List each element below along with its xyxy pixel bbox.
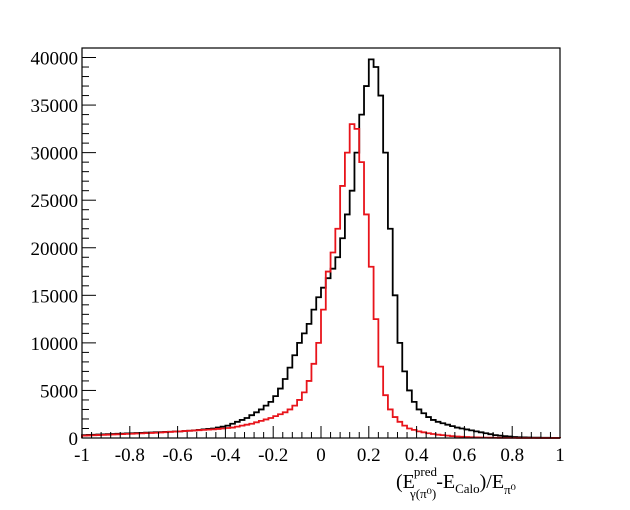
x-tick-label: 0.6 (453, 445, 477, 466)
x-tick-label: -1 (74, 445, 90, 466)
x-axis-title-sub2: Calo (455, 481, 480, 496)
x-tick-label: 0 (316, 445, 326, 466)
y-tick-label: 20000 (31, 239, 79, 260)
x-tick-label: -0.6 (163, 445, 193, 466)
x-axis-title-sub3: π⁰ (504, 482, 516, 497)
x-axis-title-sub: γ(π⁰) (409, 486, 436, 501)
x-tick-label: 1 (555, 445, 565, 466)
x-tick-label: -0.2 (258, 445, 288, 466)
y-tick-label: 0 (69, 429, 79, 450)
histogram-series-1 (81, 58, 561, 439)
x-tick-label: -0.4 (210, 445, 241, 466)
x-axis-title-open: (E (396, 471, 415, 493)
x-axis-title: (Epred γ(π⁰)-ECalo)/Eπ⁰ (396, 464, 516, 501)
x-tick-label: -0.8 (115, 445, 145, 466)
y-tick-label: 25000 (31, 191, 79, 212)
x-axis-title-close: )/E (480, 471, 504, 493)
y-tick-label: 40000 (31, 49, 79, 70)
tick-labels-layer: -1 -0.8 -0.6 -0.4 -0.2 0 0.2 0.4 0.6 0.8 1 0 5000 100… (31, 49, 565, 466)
ticks-layer (81, 57, 561, 439)
x-axis-title-sup: pred (414, 464, 438, 479)
x-tick-label: 0.8 (500, 445, 524, 466)
x-axis-title-mid: -E (436, 471, 455, 493)
histogram-series-2 (81, 123, 561, 439)
y-tick-label: 15000 (31, 286, 79, 307)
x-tick-label: 0.2 (357, 445, 381, 466)
y-tick-label: 5000 (40, 381, 78, 402)
y-tick-label: 30000 (31, 144, 79, 165)
series-layer (81, 58, 561, 439)
plot-frame (81, 47, 561, 439)
y-tick-label: 35000 (31, 96, 79, 117)
y-tick-label: 10000 (31, 334, 79, 355)
x-tick-label: 0.4 (405, 445, 429, 466)
